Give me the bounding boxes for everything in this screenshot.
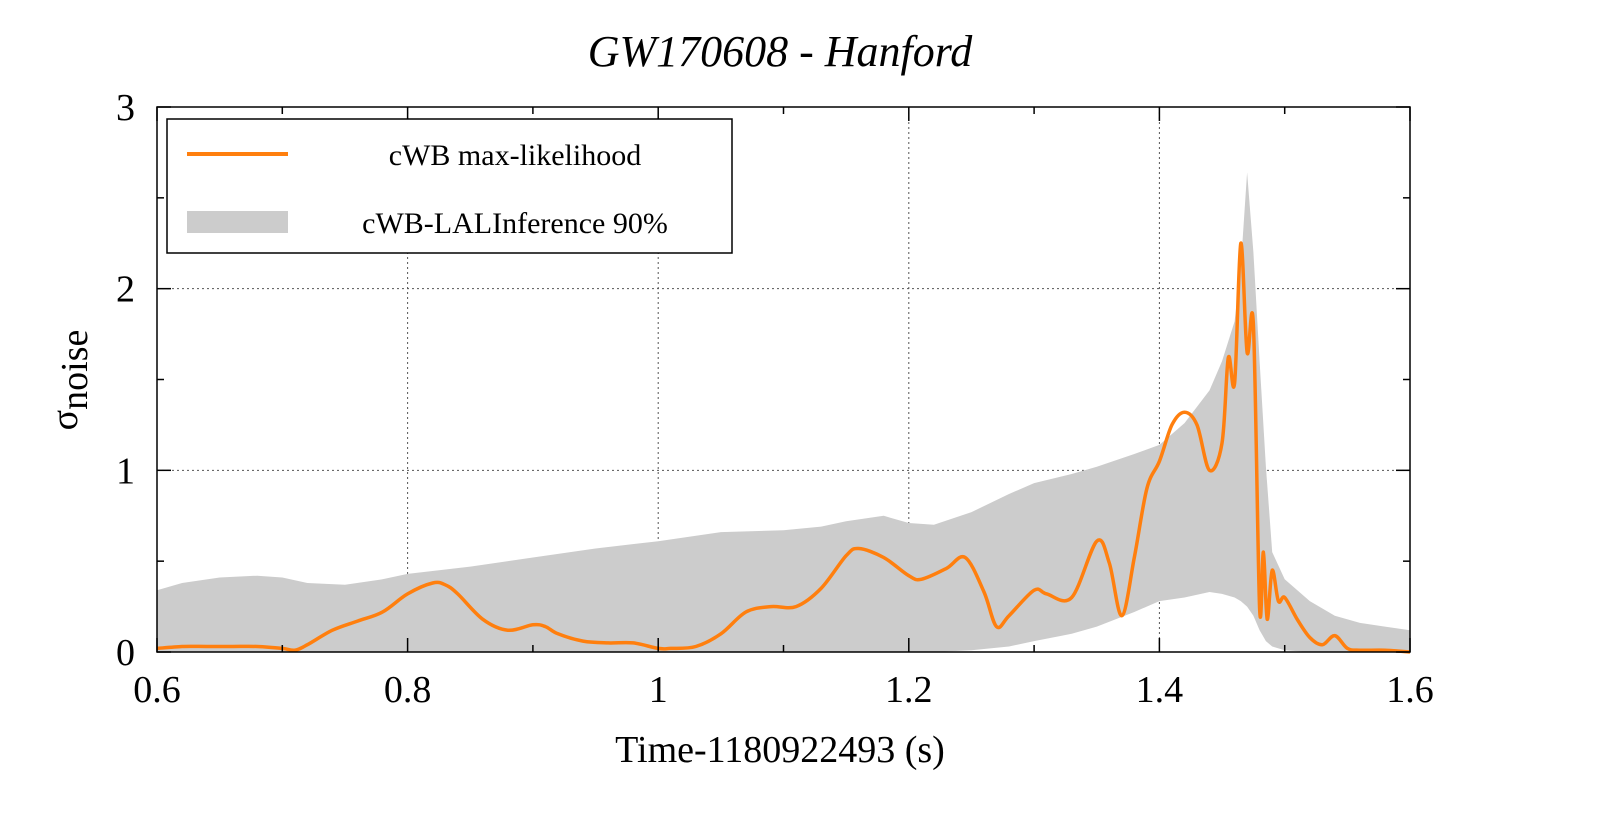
y-axis-title-sub: noise (54, 330, 96, 410)
legend-band-swatch (187, 211, 288, 233)
x-tick-label: 0.6 (133, 669, 181, 711)
max-likelihood-line-layer (156, 241, 1411, 654)
x-axis-title: Time-1180922493 (s) (615, 729, 945, 771)
svg-text:σnoise: σnoise (44, 330, 96, 431)
chart-title: GW170608 - Hanford (588, 27, 974, 76)
y-axis-title-main: σ (44, 410, 86, 430)
x-tick-label: 0.8 (384, 669, 432, 711)
legend-label-line: cWB max-likelihood (389, 139, 641, 172)
x-tick-label: 1.6 (1386, 669, 1434, 711)
max-likelihood-line (156, 241, 1411, 654)
y-tick-label: 3 (116, 87, 135, 129)
x-tick-label: 1.4 (1136, 669, 1184, 711)
confidence-band (157, 172, 1410, 652)
y-tick-label: 1 (116, 450, 135, 492)
y-tick-label: 0 (116, 632, 135, 674)
axis-ticks: 0.6 0.8 1 1.2 1.4 1.6 0 1 2 3 (116, 87, 1434, 711)
confidence-band-layer (157, 172, 1410, 652)
y-tick-label: 2 (116, 269, 135, 311)
x-tick-label: 1.2 (885, 669, 933, 711)
legend-label-band: cWB-LALInference 90% (362, 207, 668, 240)
x-tick-label: 1 (649, 669, 668, 711)
y-axis-title: σnoise (44, 330, 96, 431)
legend: cWB max-likelihood cWB-LALInference 90% (166, 118, 733, 254)
